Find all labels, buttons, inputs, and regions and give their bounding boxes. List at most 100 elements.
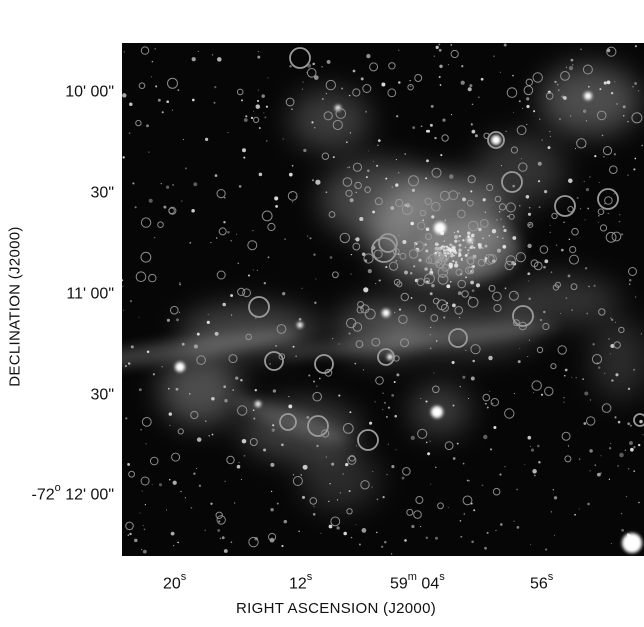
star [429,347,432,350]
star [518,100,521,103]
source-circle [435,259,442,266]
source-circle [437,502,444,510]
star [460,80,465,85]
star [613,153,617,156]
source-circle [364,186,371,193]
source-circle [400,338,409,348]
star [395,449,397,451]
star [386,473,388,476]
star [588,285,590,288]
star [589,470,591,472]
star [456,230,460,233]
star [543,189,548,194]
star [348,166,351,169]
source-circle [216,515,226,525]
source-circle [196,355,206,365]
star [223,196,226,199]
star [166,100,170,104]
star [243,156,246,159]
star [462,462,465,465]
star [151,483,153,485]
star [274,196,279,201]
star [410,296,413,299]
source-circle [140,217,152,228]
star [553,496,558,500]
star [430,326,432,328]
source-circle [138,82,146,89]
star [571,64,574,66]
star [217,57,222,62]
star [411,188,416,192]
star [163,205,167,209]
source-circle [462,495,473,506]
star [459,385,462,388]
star [528,206,531,209]
star [301,88,304,90]
y-tick-label: 30" [90,386,114,404]
star [348,332,351,335]
star [313,75,319,80]
star [138,388,142,392]
source-circle [586,416,596,426]
star [141,490,143,492]
star [325,456,327,458]
nebula-filament [280,323,560,357]
star [281,443,284,447]
star [184,497,187,499]
star [627,174,629,176]
star [435,45,439,50]
source-circle [228,354,238,364]
star [143,528,146,531]
star [319,377,321,380]
star [175,387,179,391]
star [267,77,269,79]
star [328,500,330,503]
x-tick-label: 20s [163,571,187,593]
star [587,502,590,506]
source-circle [494,195,502,203]
source-circle [190,410,199,420]
source-circle [328,211,336,218]
source-circle [545,92,554,100]
star [161,365,163,368]
star [263,282,266,285]
star [528,297,531,301]
star [313,253,316,256]
star [270,490,273,493]
source-circle [408,175,419,187]
star [349,132,352,134]
nebula-blob [320,160,440,240]
source-circle [345,189,353,197]
star [462,375,466,379]
source-circle [408,249,419,259]
source-circle [332,271,339,279]
source-circle [140,251,152,263]
star [193,472,196,475]
source-circle [168,206,177,215]
source-circle [352,88,361,97]
star [267,256,270,259]
bright-star [335,105,341,111]
star [181,342,185,346]
star [422,219,425,222]
star [628,279,632,282]
star [191,57,196,62]
star [632,86,634,88]
y-tick-label: 30" [90,184,114,202]
star [600,472,602,474]
star [550,511,553,513]
star [306,235,309,237]
source-circle [245,333,252,341]
star [241,438,247,444]
source-circle [371,237,397,263]
star [502,244,507,249]
star [627,468,630,470]
star [527,435,532,440]
star [404,539,407,542]
star [564,368,568,372]
source-circle [484,253,495,265]
star [607,212,609,214]
star [179,282,181,284]
star [642,434,644,436]
source-circle [242,288,252,298]
